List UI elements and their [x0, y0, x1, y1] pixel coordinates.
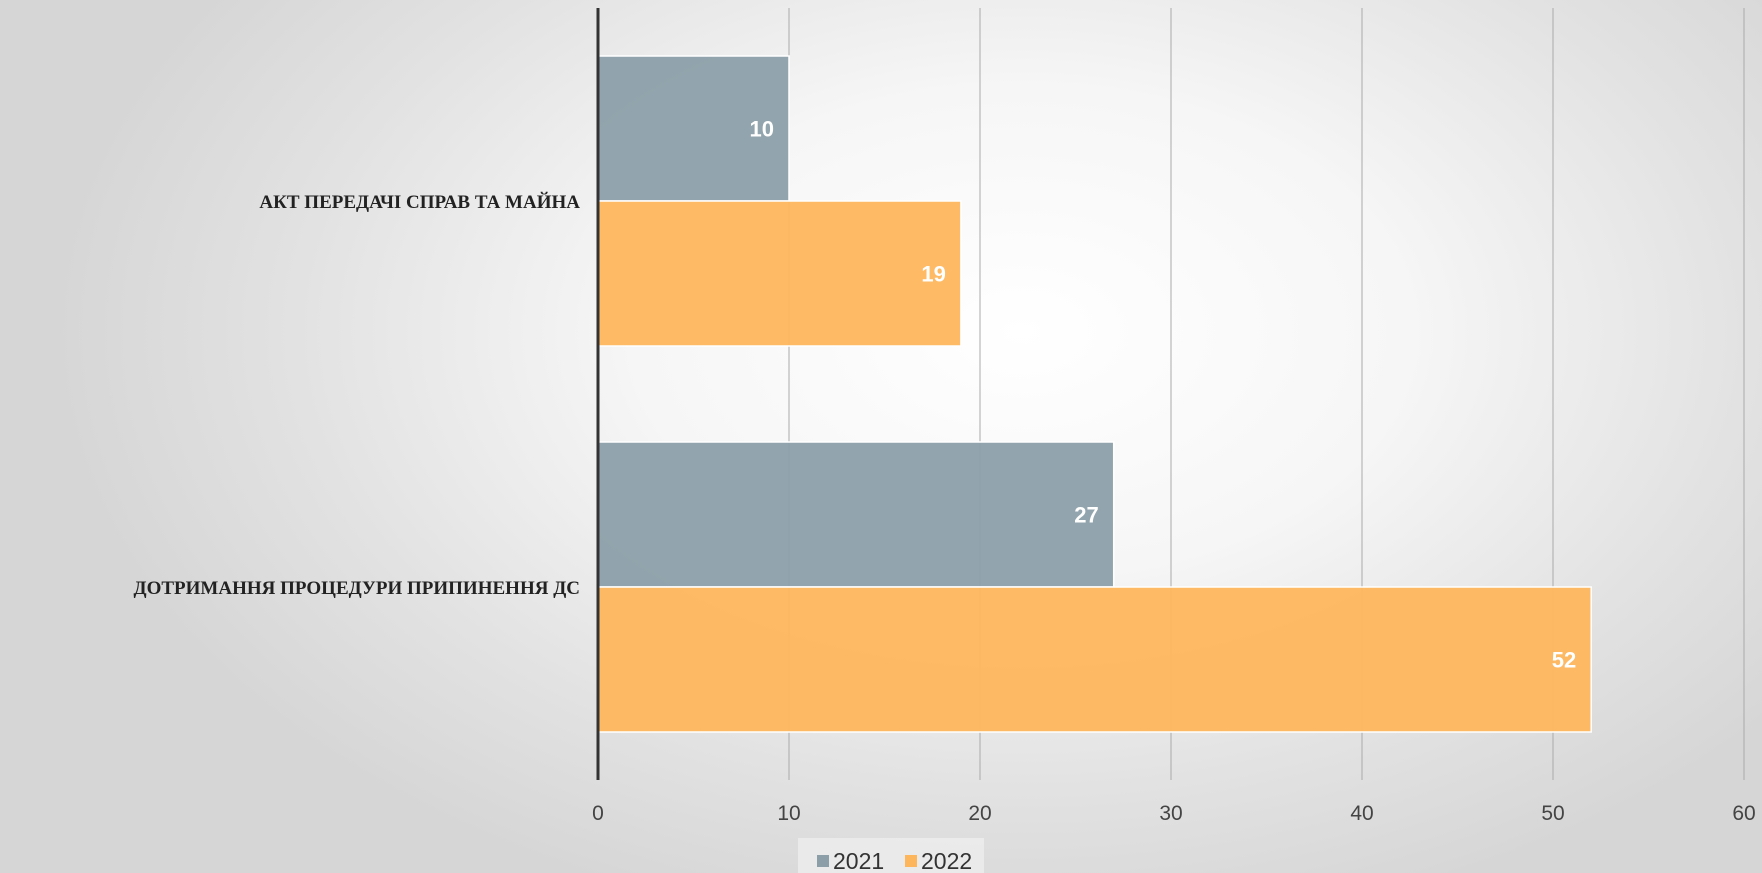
- legend-swatch-2021: [817, 855, 829, 867]
- legend-label: 2022: [921, 848, 972, 873]
- bars: [597, 55, 1592, 733]
- legend-swatch-2022: [905, 855, 917, 867]
- x-tick-label: 0: [592, 802, 604, 825]
- x-tick-labels: 0 10 20 30 40 50 60: [592, 802, 1756, 825]
- x-tick-label: 40: [1350, 802, 1373, 825]
- legend-label: 2021: [833, 848, 884, 873]
- legend: 2021 2022: [798, 838, 984, 873]
- data-label: 27: [1074, 503, 1098, 528]
- bar-2022-1: [597, 586, 1592, 733]
- x-tick-label: 20: [968, 802, 991, 825]
- bar-2022-0: [597, 200, 962, 347]
- category-labels: АКТ ПЕРЕДАЧІ СПРАВ ТА МАЙНА ДОТРИМАННЯ ПР…: [134, 191, 581, 599]
- x-tick-label: 60: [1732, 802, 1755, 825]
- x-tick-label: 10: [777, 802, 800, 825]
- bar-2021-1: [597, 441, 1115, 588]
- category-label: ДОТРИМАННЯ ПРОЦЕДУРИ ПРИПИНЕННЯ ДС: [134, 578, 580, 599]
- data-label: 52: [1552, 648, 1576, 673]
- category-label: АКТ ПЕРЕДАЧІ СПРАВ ТА МАЙНА: [259, 191, 580, 213]
- data-labels: 10 19 27 52: [750, 117, 1577, 673]
- data-label: 10: [750, 117, 774, 142]
- x-tick-label: 30: [1159, 802, 1182, 825]
- data-label: 19: [921, 262, 945, 287]
- x-tick-label: 50: [1541, 802, 1564, 825]
